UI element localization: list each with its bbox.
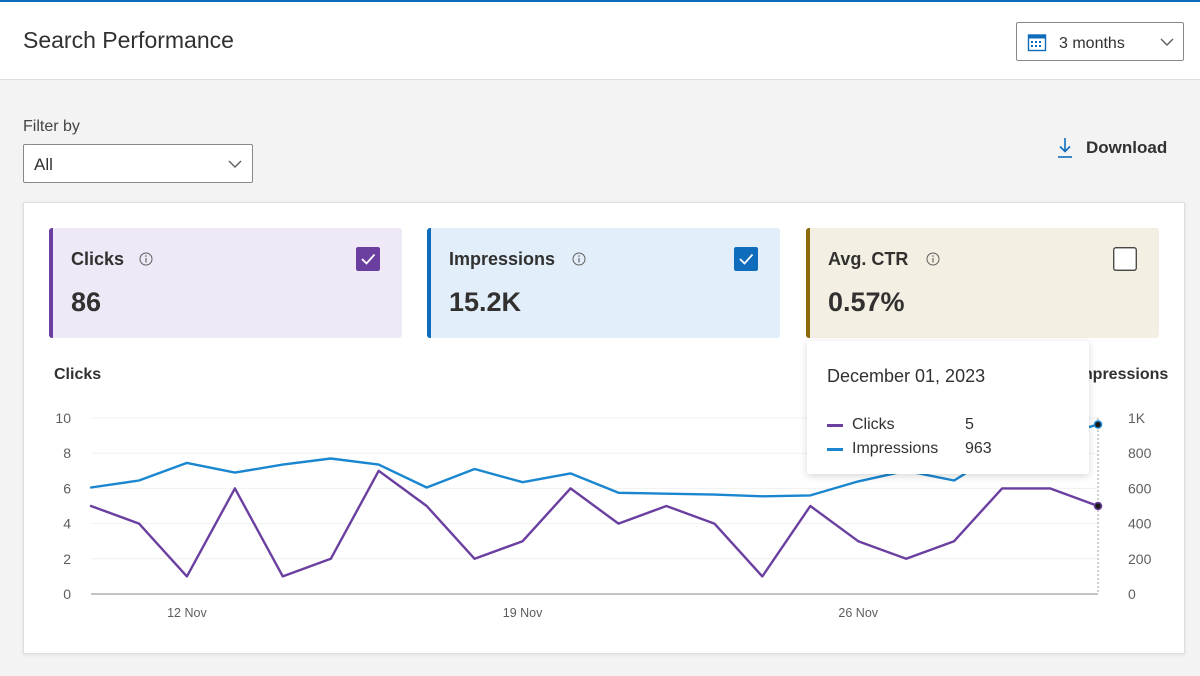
left-axis-tick-label: 2 <box>63 551 71 567</box>
tooltip-date: December 01, 2023 <box>827 366 986 386</box>
legend-swatch <box>827 424 843 427</box>
right-axis-tick-label: 600 <box>1128 480 1152 496</box>
metric-card-clicks[interactable]: Clicks 86 <box>49 228 402 338</box>
performance-card: Clicks 86 Impressions 15.2K Avg. CTR <box>23 202 1185 654</box>
chevron-down-icon <box>228 160 242 168</box>
metric-accent-bar <box>427 228 431 338</box>
hover-point-impressions <box>1093 420 1103 429</box>
right-axis-tick-label: 1K <box>1128 410 1146 426</box>
info-icon[interactable] <box>926 252 940 266</box>
download-icon <box>1058 138 1072 158</box>
metric-accent-bar <box>806 228 810 338</box>
right-axis-tick-label: 0 <box>1128 586 1136 602</box>
hover-point-clicks <box>1093 501 1103 511</box>
metric-value: 15.2K <box>449 287 522 317</box>
metric-card-impressions[interactable]: Impressions 15.2K <box>427 228 780 338</box>
legend-swatch <box>827 448 843 451</box>
impressions-checkbox[interactable] <box>734 247 758 271</box>
left-axis-tick-label: 6 <box>63 480 71 496</box>
left-axis-tick-label: 10 <box>55 410 71 426</box>
left-axis-tick-label: 8 <box>63 445 71 461</box>
clicks-checkbox[interactable] <box>356 247 380 271</box>
metric-name: Impressions <box>449 249 556 269</box>
x-axis-tick-label: 12 Nov <box>167 606 207 620</box>
top-accent-line <box>0 0 1200 2</box>
right-axis-tick-label: 200 <box>1128 551 1152 567</box>
tooltip-series-name: Clicks <box>852 416 895 433</box>
info-icon[interactable] <box>139 252 153 266</box>
filter-label: Filter by <box>23 118 80 135</box>
info-icon[interactable] <box>572 252 586 266</box>
metric-accent-bar <box>49 228 53 338</box>
right-axis-tick-label: 400 <box>1128 516 1152 532</box>
left-axis-title: Clicks <box>54 366 102 383</box>
right-axis-tick-label: 800 <box>1128 445 1152 461</box>
metric-name: Clicks <box>71 249 125 269</box>
left-axis-tick-label: 0 <box>63 586 71 602</box>
series-line-impressions <box>89 423 1100 498</box>
chevron-down-icon <box>1160 38 1174 46</box>
series-line-clicks <box>89 469 1100 578</box>
period-dropdown[interactable]: 3 months <box>1016 22 1184 61</box>
metric-card-avg-ctr[interactable]: Avg. CTR 0.57% <box>806 228 1159 338</box>
page-title: Search Performance <box>23 27 234 53</box>
page-header: Search Performance 3 months <box>0 2 1200 80</box>
calendar-icon <box>1027 34 1047 52</box>
tooltip-series-name: Impressions <box>852 440 939 457</box>
x-axis-tick-label: 19 Nov <box>503 606 543 620</box>
metric-value: 0.57% <box>828 287 905 317</box>
right-axis-title: Impressions <box>1074 366 1169 383</box>
period-value: 3 months <box>1059 35 1125 52</box>
filter-dropdown[interactable]: All <box>23 144 253 183</box>
metric-value: 86 <box>71 287 102 317</box>
tooltip-series-value: 5 <box>965 416 974 433</box>
x-axis-tick-label: 26 Nov <box>838 606 878 620</box>
left-axis-tick-label: 4 <box>63 516 71 532</box>
avg-ctr-checkbox[interactable] <box>1113 247 1137 271</box>
download-label: Download <box>1086 138 1168 157</box>
tooltip-series-value: 963 <box>965 440 992 457</box>
metric-name: Avg. CTR <box>828 249 909 269</box>
filter-value: All <box>34 155 53 174</box>
chart-tooltip: December 01, 2023 Clicks 5 Impressions 9… <box>807 341 1089 474</box>
